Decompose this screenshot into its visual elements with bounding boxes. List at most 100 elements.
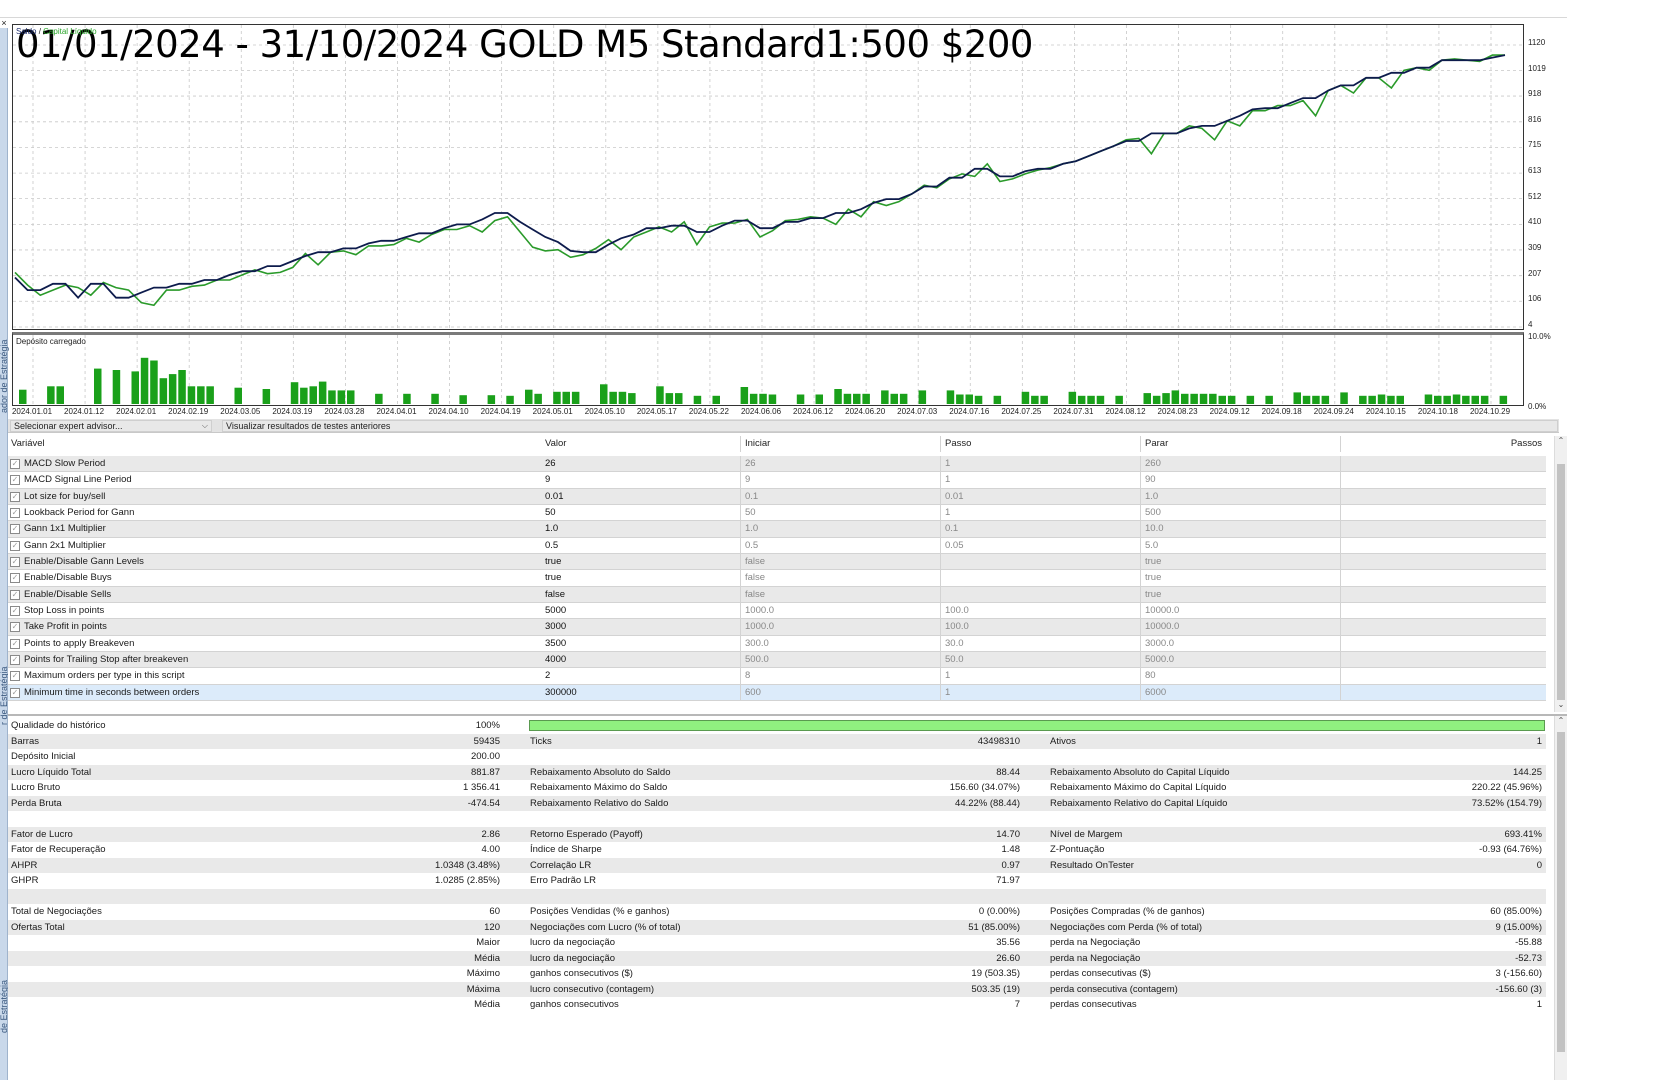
input-start[interactable]: 8 xyxy=(741,668,941,684)
checkbox-icon[interactable]: ✓ xyxy=(10,671,20,682)
checkbox-icon[interactable]: ✓ xyxy=(10,638,20,649)
input-stop[interactable]: true xyxy=(1141,586,1341,602)
input-value[interactable]: 0.01 xyxy=(541,488,741,504)
checkbox-icon[interactable]: ✓ xyxy=(10,687,20,698)
checkbox-icon[interactable]: ✓ xyxy=(10,540,20,551)
input-stop[interactable]: 1.0 xyxy=(1141,488,1341,504)
input-value[interactable]: 2 xyxy=(541,668,741,684)
input-value[interactable]: 50 xyxy=(541,504,741,521)
input-step[interactable]: 0.05 xyxy=(941,537,1141,553)
input-step[interactable]: 50.0 xyxy=(941,651,1141,668)
input-start[interactable]: 26 xyxy=(741,456,941,472)
input-row[interactable]: ✓ Stop Loss in points 5000 1000.0 100.0 10000… xyxy=(8,602,1546,620)
input-step[interactable]: 1 xyxy=(941,472,1141,488)
input-row[interactable]: ✓ Points to apply Breakeven 3500 300.0 30.0 3… xyxy=(8,635,1546,652)
input-row[interactable]: ✓ MACD Slow Period 26 26 1 260 xyxy=(8,456,1546,473)
input-start[interactable]: 1000.0 xyxy=(741,602,941,619)
scroll-down-icon[interactable]: ⌄ xyxy=(1557,700,1565,709)
input-stop[interactable]: 10000.0 xyxy=(1141,602,1341,619)
input-value[interactable]: false xyxy=(541,586,741,602)
input-stop[interactable]: 5000.0 xyxy=(1141,651,1341,668)
input-value[interactable]: true xyxy=(541,553,741,570)
scrollbar-thumb[interactable] xyxy=(1557,464,1565,700)
checkbox-icon[interactable]: ✓ xyxy=(10,589,20,600)
input-start[interactable]: 50 xyxy=(741,504,941,521)
input-value[interactable]: 3500 xyxy=(541,635,741,651)
input-row[interactable]: ✓ Take Profit in points 3000 1000.0 100.0 100… xyxy=(8,619,1546,636)
input-row[interactable]: ✓ Enable/Disable Buys true false true xyxy=(8,570,1546,587)
checkbox-icon[interactable]: ✓ xyxy=(10,459,20,469)
input-step[interactable]: 1 xyxy=(941,684,1141,700)
column-header-variable[interactable]: Variável xyxy=(11,438,45,449)
input-row[interactable]: ✓ Enable/Disable Gann Levels true false true xyxy=(8,553,1546,571)
column-header-step[interactable]: Passo xyxy=(941,436,1141,453)
checkbox-icon[interactable]: ✓ xyxy=(10,654,20,665)
input-value[interactable]: true xyxy=(541,570,741,586)
input-step[interactable]: 0.01 xyxy=(941,488,1141,504)
input-step[interactable] xyxy=(941,553,1141,570)
input-row[interactable]: ✓ MACD Signal Line Period 9 9 1 90 xyxy=(8,472,1546,489)
input-start[interactable]: 300.0 xyxy=(741,635,941,651)
input-start[interactable]: false xyxy=(741,553,941,570)
checkbox-icon[interactable]: ✓ xyxy=(10,491,20,502)
input-start[interactable]: 600 xyxy=(741,684,941,700)
input-row[interactable]: ✓ Lookback Period for Gann 50 50 1 500 xyxy=(8,504,1546,522)
input-stop[interactable]: 260 xyxy=(1141,456,1341,472)
column-header-stop[interactable]: Parar xyxy=(1141,436,1341,453)
input-step[interactable] xyxy=(941,570,1141,586)
checkbox-icon[interactable]: ✓ xyxy=(10,556,20,567)
input-stop[interactable]: 3000.0 xyxy=(1141,635,1341,651)
input-stop[interactable]: 10000.0 xyxy=(1141,619,1341,635)
strategy-tester-side-tab[interactable]: ador de Estratégia r de Estratégia de Es… xyxy=(0,18,9,1080)
scroll-up-icon[interactable]: ⌃ xyxy=(1557,436,1565,445)
input-row[interactable]: ✓ Minimum time in seconds between orders 3… xyxy=(8,684,1546,701)
input-step[interactable]: 30.0 xyxy=(941,635,1141,651)
scroll-up-icon[interactable]: ⌃ xyxy=(1557,716,1565,725)
input-step[interactable] xyxy=(941,586,1141,602)
checkbox-icon[interactable]: ✓ xyxy=(10,475,20,486)
input-start[interactable]: 9 xyxy=(741,472,941,488)
input-stop[interactable]: 10.0 xyxy=(1141,521,1341,537)
input-start[interactable]: 0.5 xyxy=(741,537,941,553)
inputs-table-scrollbar[interactable]: ⌃ ⌄ xyxy=(1554,436,1567,712)
input-stop[interactable]: 500 xyxy=(1141,504,1341,521)
input-value[interactable]: 1.0 xyxy=(541,521,741,537)
input-start[interactable]: 0.1 xyxy=(741,488,941,504)
input-start[interactable]: false xyxy=(741,586,941,602)
input-step[interactable]: 1 xyxy=(941,456,1141,472)
input-start[interactable]: 1000.0 xyxy=(741,619,941,635)
input-step[interactable]: 100.0 xyxy=(941,602,1141,619)
input-start[interactable]: 500.0 xyxy=(741,651,941,668)
input-stop[interactable]: 90 xyxy=(1141,472,1341,488)
checkbox-icon[interactable]: ✓ xyxy=(10,573,20,584)
input-value[interactable]: 0.5 xyxy=(541,537,741,553)
results-scrollbar[interactable]: ⌃ xyxy=(1554,716,1567,1080)
input-row[interactable]: ✓ Enable/Disable Sells false false true xyxy=(8,586,1546,603)
previous-results-button[interactable]: Visualizar resultados de testes anterior… xyxy=(222,420,1558,432)
input-start[interactable]: false xyxy=(741,570,941,586)
input-step[interactable]: 1 xyxy=(941,504,1141,521)
input-stop[interactable]: 6000 xyxy=(1141,684,1341,700)
input-stop[interactable]: 5.0 xyxy=(1141,537,1341,553)
input-row[interactable]: ✓ Points for Trailing Stop after breakeve… xyxy=(8,651,1546,669)
input-step[interactable]: 0.1 xyxy=(941,521,1141,537)
close-icon[interactable]: × xyxy=(0,18,8,28)
input-value[interactable]: 9 xyxy=(541,472,741,488)
input-value[interactable]: 26 xyxy=(541,456,741,472)
input-stop[interactable]: true xyxy=(1141,570,1341,586)
checkbox-icon[interactable]: ✓ xyxy=(10,507,20,518)
column-header-value[interactable]: Valor xyxy=(541,436,741,453)
input-stop[interactable]: true xyxy=(1141,553,1341,570)
input-value[interactable]: 3000 xyxy=(541,619,741,635)
checkbox-icon[interactable]: ✓ xyxy=(10,622,20,633)
input-row[interactable]: ✓ Maximum orders per type in this script 2… xyxy=(8,668,1546,685)
input-value[interactable]: 5000 xyxy=(541,602,741,619)
input-value[interactable]: 300000 xyxy=(541,684,741,700)
input-row[interactable]: ✓ Lot size for buy/sell 0.01 0.1 0.01 1.0 xyxy=(8,488,1546,505)
checkbox-icon[interactable]: ✓ xyxy=(10,524,20,535)
input-stop[interactable]: 80 xyxy=(1141,668,1341,684)
scrollbar-thumb[interactable] xyxy=(1557,732,1565,1052)
column-header-steps[interactable]: Passos xyxy=(1510,438,1542,449)
input-row[interactable]: ✓ Gann 2x1 Multiplier 0.5 0.5 0.05 5.0 xyxy=(8,537,1546,554)
column-header-start[interactable]: Iniciar xyxy=(741,436,941,453)
